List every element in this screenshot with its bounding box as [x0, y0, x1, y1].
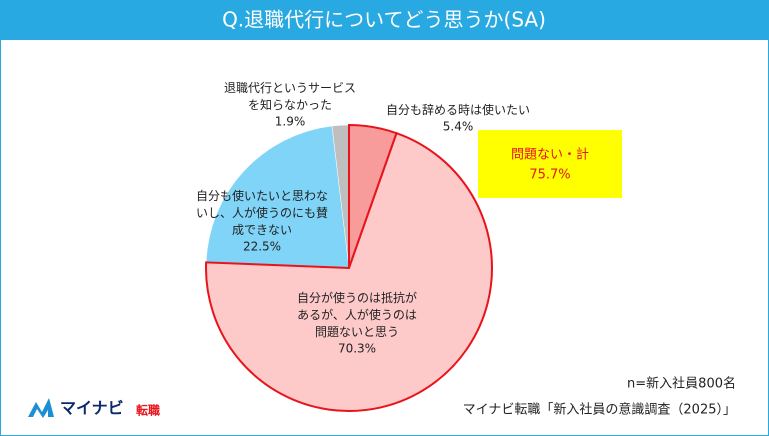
logo-sub: 転職 — [136, 403, 160, 418]
source: マイナビ転職「新入社員の意識調査（2025）」 — [463, 402, 736, 418]
chart-title: Q.退職代行についてどう思うか(SA) — [222, 8, 546, 32]
slice-label: 自分も辞める時は使いたい — [386, 102, 530, 117]
slice-label: 自分も使いたいと思わないし、人が使うのにも賛成できない — [196, 188, 328, 237]
sample-note: n=新入社員800名 — [627, 376, 736, 392]
pie-slice — [205, 125, 350, 269]
annotation-box — [478, 130, 622, 198]
slice-label: 退職代行というサービスを知らなかった — [224, 81, 356, 112]
slice-label: 自分が使うのは抵抗があるが、人が使うのは問題ないと思う — [297, 290, 417, 339]
slice-value-label: 1.9% — [275, 115, 306, 129]
pie — [205, 123, 493, 412]
pie-slice — [205, 131, 493, 412]
header-bar — [0, 0, 769, 40]
slice-value-label: 22.5% — [243, 240, 281, 254]
logo-icon — [28, 398, 54, 418]
slice-value-label: 5.4% — [443, 120, 474, 134]
annotation-value: 75.7% — [529, 168, 570, 183]
logo-name: マイナビ — [60, 399, 124, 418]
slice-value-label: 70.3% — [338, 342, 376, 356]
annotation-label: 問題ない・計 — [511, 147, 589, 163]
